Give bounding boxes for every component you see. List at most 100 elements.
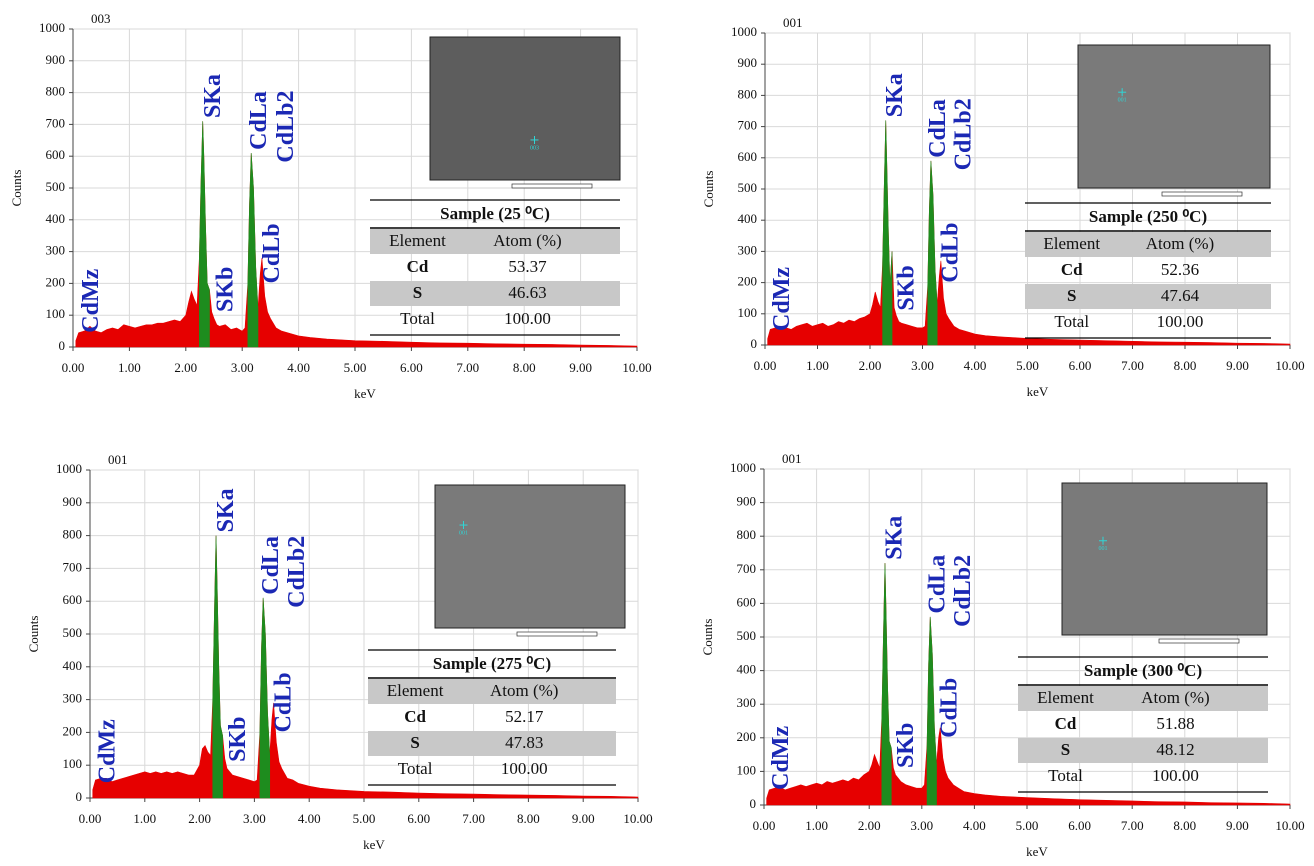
peak-label: CdLb2 (273, 91, 299, 163)
peak-label: CdMz (768, 726, 794, 790)
table-cell: Cd (404, 707, 426, 726)
x-tick-label: 5.00 (344, 360, 367, 375)
table-cell: Atom (%) (490, 681, 558, 700)
table-cell: 100.00 (1152, 766, 1199, 785)
y-tick-label: 0 (750, 796, 757, 811)
y-tick-label: 100 (46, 306, 66, 321)
sem-image (1077, 44, 1271, 189)
y-tick-label: 500 (738, 180, 758, 195)
x-axis-label: keV (1027, 384, 1049, 399)
spectrum-area (882, 120, 938, 346)
y-tick-label: 400 (46, 211, 66, 226)
x-tick-label: 0.00 (754, 358, 777, 373)
y-tick-label: 900 (46, 52, 66, 67)
y-tick-label: 400 (738, 211, 758, 226)
table-row-bg (1018, 738, 1268, 763)
x-tick-label: 4.00 (287, 360, 310, 375)
y-tick-label: 100 (738, 305, 758, 320)
peak-label: CdLb (259, 223, 285, 283)
table-cell: Atom (%) (1141, 688, 1209, 707)
table-cell: 100.00 (504, 309, 551, 328)
peak-label: CdLb (937, 223, 963, 283)
y-tick-label: 700 (737, 561, 757, 576)
table-cell: 52.17 (505, 707, 544, 726)
x-tick-label: 7.00 (1121, 358, 1144, 373)
x-tick-label: 0.00 (753, 818, 776, 833)
y-axis-label: Counts (701, 171, 716, 208)
peak-label: SKa (200, 74, 226, 118)
y-tick-label: 300 (63, 691, 83, 706)
y-tick-label: 800 (738, 86, 758, 101)
x-axis-label: keV (354, 386, 376, 401)
spectrum-area (75, 121, 638, 348)
table-cell: 47.64 (1161, 286, 1200, 305)
x-tick-label: 6.00 (400, 360, 423, 375)
marker-label: 001 (1099, 546, 1108, 552)
x-tick-label: 0.00 (62, 360, 85, 375)
x-tick-label: 10.00 (1275, 818, 1304, 833)
peak-label: SKa (213, 488, 239, 532)
spectrum-area (199, 121, 259, 348)
y-tick-label: 200 (63, 723, 83, 738)
marker-label: 001 (459, 530, 468, 536)
table-cell: 51.88 (1156, 714, 1194, 733)
y-tick-label: 500 (46, 179, 66, 194)
y-axis-label: Counts (700, 619, 715, 656)
table-cell: S (1067, 286, 1076, 305)
peak-label: CdLb2 (284, 536, 310, 608)
x-axis-label: keV (1026, 844, 1048, 859)
x-tick-label: 9.00 (569, 360, 592, 375)
y-tick-label: 600 (738, 149, 758, 164)
x-tick-label: 3.00 (911, 358, 934, 373)
table-cell: 46.63 (508, 283, 546, 302)
table-cell: Total (398, 759, 433, 778)
table-cell: Element (387, 681, 444, 700)
spectrum-label: 001 (782, 451, 802, 466)
x-tick-label: 7.00 (1121, 818, 1144, 833)
peak-label: CdLa (925, 555, 951, 614)
table-cell: Cd (1055, 714, 1077, 733)
table-cell: 47.83 (505, 733, 543, 752)
x-tick-label: 4.00 (964, 358, 987, 373)
y-tick-label: 800 (46, 84, 66, 99)
y-tick-label: 0 (751, 336, 758, 351)
y-tick-label: 1000 (39, 20, 65, 35)
x-tick-label: 1.00 (133, 811, 156, 826)
y-tick-label: 800 (63, 527, 83, 542)
peak-label: CdLa (925, 99, 951, 158)
y-tick-label: 400 (737, 662, 757, 677)
table-cell: Cd (407, 257, 429, 276)
spectrum-area (767, 120, 1291, 346)
x-tick-label: 8.00 (513, 360, 536, 375)
marker-label: 001 (1118, 98, 1127, 104)
y-tick-label: 600 (46, 147, 66, 162)
spectrum-label: 001 (108, 452, 128, 467)
peak-label: SKb (893, 723, 919, 768)
y-tick-label: 500 (63, 625, 83, 640)
y-tick-label: 900 (737, 494, 757, 509)
x-tick-label: 3.00 (231, 360, 254, 375)
table-row-bg (368, 679, 616, 704)
table-cell: S (1061, 740, 1070, 759)
table-row-bg (370, 281, 620, 306)
x-tick-label: 7.00 (462, 811, 485, 826)
spectrum-area (212, 535, 271, 799)
x-tick-label: 5.00 (1016, 818, 1039, 833)
x-tick-label: 3.00 (243, 811, 266, 826)
y-tick-label: 1000 (56, 461, 82, 476)
x-tick-label: 5.00 (1016, 358, 1039, 373)
x-tick-label: 8.00 (517, 811, 540, 826)
x-tick-label: 9.00 (1226, 818, 1249, 833)
x-tick-label: 10.00 (1275, 358, 1304, 373)
table-row-bg (1025, 232, 1271, 257)
table-cell: Total (1048, 766, 1083, 785)
y-tick-label: 600 (63, 592, 83, 607)
scale-bar (1161, 191, 1243, 197)
y-tick-label: 300 (46, 243, 66, 258)
table-cell: 53.37 (508, 257, 547, 276)
x-tick-label: 9.00 (572, 811, 595, 826)
sem-image (434, 484, 626, 629)
x-tick-label: 4.00 (298, 811, 321, 826)
y-tick-label: 200 (737, 729, 757, 744)
